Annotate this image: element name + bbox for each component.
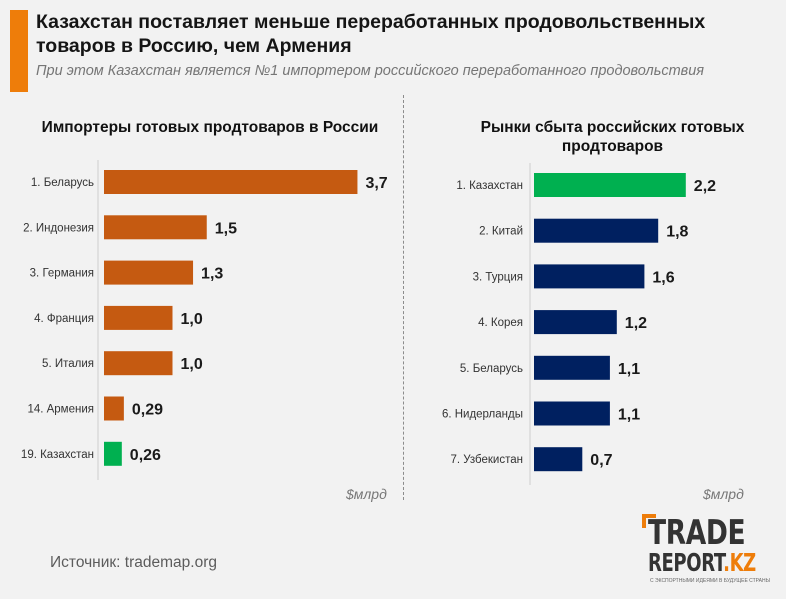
right-bar [534,173,686,197]
left-value-label: 1,5 [215,220,237,237]
left-category-label: 1. Беларусь [31,177,94,189]
right-bar [534,218,659,243]
right-value-label: 1,8 [666,224,688,241]
right-bar [534,447,583,472]
trade-report-logo: TRADE REPORT.KZ С ЭКСПОРТНЫМИ ИДЕЯМИ В Б… [642,512,770,588]
right-category-label: 6. Нидерланды [442,409,523,421]
source-note: Источник: trademap.org [50,554,217,571]
left-bar [104,441,122,466]
left-bar [104,396,124,421]
left-category-label: 4. Франция [34,313,94,325]
left-bar [104,170,358,194]
right-bar [534,355,610,380]
right-category-label: 1. Казахстан [456,180,523,192]
right-bar [534,401,610,426]
left-bar [104,351,173,376]
left-unit-label: $млрд [346,486,387,502]
page-subtitle: При этом Казахстан является №1 импортеро… [36,63,705,79]
left-bar [104,305,173,330]
left-category-label: 5. Италия [42,358,94,370]
right-category-label: 4. Корея [478,317,523,329]
right-category-label: 3. Турция [473,271,523,283]
left-value-label: 0,29 [132,402,163,419]
left-category-label: 2. Индонезия [23,222,94,234]
right-value-label: 0,7 [590,452,612,469]
right-unit-label: $млрд [703,486,744,502]
right-value-label: 2,2 [694,178,716,195]
panel-divider [403,95,404,500]
page-title: Казахстан поставляет меньше переработанн… [36,11,706,57]
right-value-label: 1,1 [618,407,640,424]
left-category-label: 19. Казахстан [21,449,94,461]
left-value-label: 1,0 [181,356,203,373]
left-value-label: 1,0 [181,311,203,328]
left-category-label: 3. Германия [30,268,94,280]
right-value-label: 1,6 [652,269,674,286]
left-bar [104,260,194,285]
right-bar [534,310,617,335]
right-category-label: 7. Узбекистан [450,454,523,466]
left-value-label: 3,7 [365,175,387,192]
accent-bar [10,10,28,92]
logo-word-trade: TRADE [648,513,746,553]
left-category-label: 14. Армения [27,404,94,416]
left-value-label: 1,3 [201,266,223,283]
right-value-label: 1,2 [625,315,647,332]
logo-tagline: С ЭКСПОРТНЫМИ ИДЕЯМИ В БУДУЩЕЕ СТРАНЫ [650,578,771,584]
left-chart-title: Импортеры готовых продтоваров в России [41,119,379,136]
logo-word-report: REPORT.KZ [648,548,756,577]
left-bar [104,215,207,240]
right-bar [534,264,645,289]
right-chart-title: Рынки сбыта российских готовых продтовар… [480,119,745,155]
right-category-label: 2. Китай [479,226,523,238]
right-category-label: 5. Беларусь [460,363,523,375]
right-value-label: 1,1 [618,361,640,378]
logo-corner-icon [642,514,656,528]
left-value-label: 0,26 [130,447,161,464]
